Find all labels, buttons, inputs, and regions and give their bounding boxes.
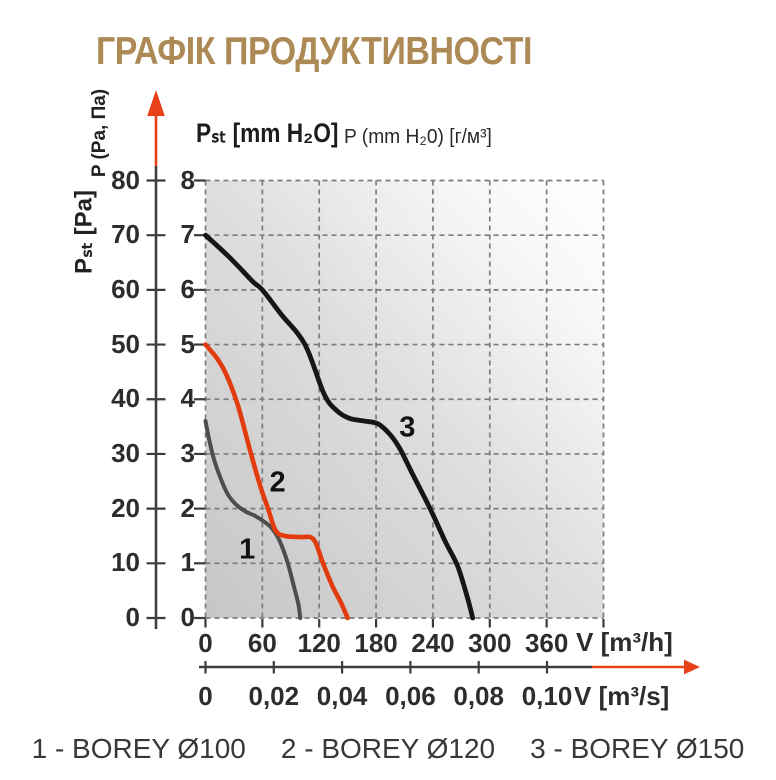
m3s-tick-label-0,04: 0,04 (316, 681, 368, 711)
curve-3-borey (203, 232, 476, 621)
pa-tick-label-0: 0 (125, 602, 140, 632)
x-axis-unit-m3s: V [m³/s] (574, 681, 670, 711)
mm-tick-label-2: 2 (180, 492, 195, 523)
x-axis-arrowhead-icon (684, 659, 700, 675)
m3s-tick-label-0,08: 0,08 (453, 681, 504, 711)
pa-tick-label-10: 10 (111, 547, 140, 578)
m3s-tick-label-0,06: 0,06 (385, 681, 436, 711)
curve-2-borey (203, 342, 350, 621)
m3s-tick-label-0,10: 0,10 (521, 681, 573, 711)
x-axis-unit-m3h: V [m³/h] (576, 627, 673, 657)
pa-tick-label-40: 40 (111, 383, 140, 414)
curve-label-3: 3 (399, 411, 416, 444)
mm-tick-label-1: 1 (180, 547, 195, 578)
m3h-tick-label-120: 120 (297, 627, 341, 658)
mm-tick-label-4: 4 (180, 383, 195, 414)
m3h-tick-label-180: 180 (354, 627, 398, 658)
page-title: ГРАФІК ПРОДУКТИВНОСТІ (96, 30, 533, 73)
tick-marks (146, 179, 605, 674)
m3s-tick-label-0: 0 (198, 681, 213, 711)
mm-tick-label-7: 7 (180, 219, 195, 250)
pa-tick-label-50: 50 (111, 328, 140, 359)
legend-item-borey-120: 2 - BOREY Ø120 (280, 733, 496, 764)
mm-tick-label-6: 6 (180, 273, 195, 304)
m3s-tick-label-0,02: 0,02 (248, 681, 300, 711)
pa-tick-label-30: 30 (111, 437, 140, 468)
curve-label-1: 1 (239, 533, 256, 566)
pa-tick-label-60: 60 (111, 273, 140, 304)
x-axis-arrow (199, 659, 700, 675)
m3h-tick-label-300: 300 (468, 627, 512, 658)
mm-tick-label-3: 3 (180, 437, 195, 468)
m3h-tick-label-360: 360 (524, 627, 569, 658)
mm-tick-label-8: 8 (180, 164, 195, 195)
m3h-tick-label-240: 240 (411, 627, 455, 658)
m3h-tick-label-60: 60 (247, 627, 277, 658)
legend-item-borey-100: 1 - BOREY Ø100 (31, 733, 246, 764)
pressure-units-note: P (mm H₂0) [г/м³] (344, 126, 492, 148)
pa-tick-label-20: 20 (111, 492, 140, 523)
mm-tick-label-5: 5 (180, 328, 195, 359)
y-axis-arrow (147, 90, 165, 629)
legend: 1 - BOREY Ø100 2 - BOREY Ø120 3 - BOREY … (0, 733, 776, 764)
mm-h2o-axis-header: Pₛₜ [mm H₂O] (196, 118, 339, 148)
legend-item-borey-150: 3 - BOREY Ø150 (530, 733, 745, 764)
pa-tick-label-80: 80 (111, 164, 140, 195)
y-axis-arrowhead-icon (147, 90, 165, 116)
curve-1-borey (203, 419, 303, 620)
curve-label-2: 2 (269, 466, 286, 499)
pa-tick-label-70: 70 (111, 219, 140, 250)
mm-tick-label-0: 0 (180, 602, 195, 632)
m3h-tick-label-0: 0 (198, 627, 213, 658)
